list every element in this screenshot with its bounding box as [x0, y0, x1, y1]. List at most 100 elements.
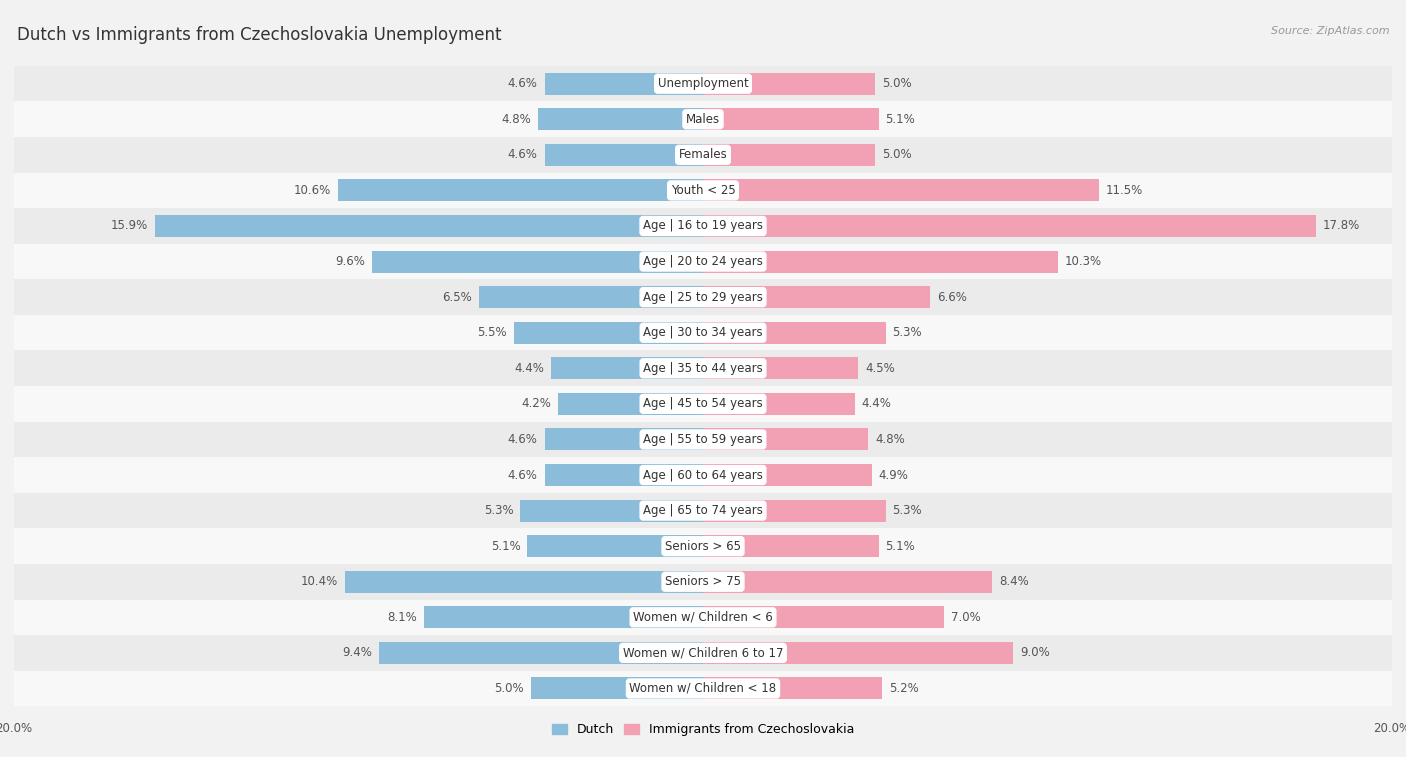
Text: 5.1%: 5.1% — [886, 113, 915, 126]
Bar — [14, 600, 1392, 635]
Bar — [703, 322, 886, 344]
Bar — [703, 606, 945, 628]
Bar — [14, 350, 1392, 386]
Bar — [544, 144, 703, 166]
Text: 9.4%: 9.4% — [343, 646, 373, 659]
Text: Males: Males — [686, 113, 720, 126]
Bar — [14, 671, 1392, 706]
Text: 5.3%: 5.3% — [893, 504, 922, 517]
Text: 10.4%: 10.4% — [301, 575, 337, 588]
Text: 4.5%: 4.5% — [865, 362, 894, 375]
Text: Women w/ Children 6 to 17: Women w/ Children 6 to 17 — [623, 646, 783, 659]
Bar — [14, 244, 1392, 279]
Bar — [520, 500, 703, 522]
Bar — [513, 322, 703, 344]
Bar — [14, 315, 1392, 350]
Text: 8.1%: 8.1% — [387, 611, 418, 624]
Text: Age | 16 to 19 years: Age | 16 to 19 years — [643, 220, 763, 232]
Text: 8.4%: 8.4% — [1000, 575, 1029, 588]
Text: Age | 25 to 29 years: Age | 25 to 29 years — [643, 291, 763, 304]
Text: 11.5%: 11.5% — [1107, 184, 1143, 197]
Bar — [14, 173, 1392, 208]
Text: Women w/ Children < 18: Women w/ Children < 18 — [630, 682, 776, 695]
Bar — [703, 678, 882, 699]
Text: Unemployment: Unemployment — [658, 77, 748, 90]
Bar — [703, 571, 993, 593]
Text: 5.0%: 5.0% — [495, 682, 524, 695]
Text: 10.6%: 10.6% — [294, 184, 330, 197]
Bar — [14, 386, 1392, 422]
Bar — [14, 279, 1392, 315]
Bar — [155, 215, 703, 237]
Text: 5.1%: 5.1% — [491, 540, 520, 553]
Text: Age | 30 to 34 years: Age | 30 to 34 years — [643, 326, 763, 339]
Text: Females: Females — [679, 148, 727, 161]
Bar — [14, 457, 1392, 493]
Bar — [14, 101, 1392, 137]
Bar — [703, 286, 931, 308]
Text: Dutch vs Immigrants from Czechoslovakia Unemployment: Dutch vs Immigrants from Czechoslovakia … — [17, 26, 502, 45]
Text: 4.8%: 4.8% — [875, 433, 905, 446]
Text: Age | 20 to 24 years: Age | 20 to 24 years — [643, 255, 763, 268]
Bar — [703, 179, 1099, 201]
Bar — [703, 428, 869, 450]
Text: 4.4%: 4.4% — [862, 397, 891, 410]
Bar — [703, 500, 886, 522]
Bar — [14, 66, 1392, 101]
Bar — [344, 571, 703, 593]
Bar — [380, 642, 703, 664]
Bar — [703, 393, 855, 415]
Text: 5.2%: 5.2% — [889, 682, 918, 695]
Text: 4.8%: 4.8% — [501, 113, 531, 126]
Text: 4.2%: 4.2% — [522, 397, 551, 410]
Bar — [14, 528, 1392, 564]
Bar — [14, 564, 1392, 600]
Bar — [703, 215, 1316, 237]
Text: 5.3%: 5.3% — [484, 504, 513, 517]
Text: 9.6%: 9.6% — [336, 255, 366, 268]
Text: 17.8%: 17.8% — [1323, 220, 1360, 232]
Text: 4.6%: 4.6% — [508, 77, 537, 90]
Bar — [14, 493, 1392, 528]
Bar — [14, 422, 1392, 457]
Text: Source: ZipAtlas.com: Source: ZipAtlas.com — [1271, 26, 1389, 36]
Text: Seniors > 75: Seniors > 75 — [665, 575, 741, 588]
Text: Age | 65 to 74 years: Age | 65 to 74 years — [643, 504, 763, 517]
Text: 4.4%: 4.4% — [515, 362, 544, 375]
Text: Age | 45 to 54 years: Age | 45 to 54 years — [643, 397, 763, 410]
Text: 5.1%: 5.1% — [886, 540, 915, 553]
Bar — [544, 464, 703, 486]
Legend: Dutch, Immigrants from Czechoslovakia: Dutch, Immigrants from Czechoslovakia — [547, 718, 859, 741]
Text: Age | 35 to 44 years: Age | 35 to 44 years — [643, 362, 763, 375]
Bar — [703, 144, 875, 166]
Bar — [531, 678, 703, 699]
Text: 4.9%: 4.9% — [879, 469, 908, 481]
Text: Youth < 25: Youth < 25 — [671, 184, 735, 197]
Bar — [544, 428, 703, 450]
Bar — [703, 535, 879, 557]
Text: 5.5%: 5.5% — [477, 326, 506, 339]
Text: 4.6%: 4.6% — [508, 469, 537, 481]
Text: 4.6%: 4.6% — [508, 148, 537, 161]
Bar — [551, 357, 703, 379]
Text: 9.0%: 9.0% — [1019, 646, 1050, 659]
Bar — [703, 642, 1012, 664]
Bar — [703, 73, 875, 95]
Bar — [703, 251, 1057, 273]
Bar — [425, 606, 703, 628]
Text: 6.6%: 6.6% — [938, 291, 967, 304]
Bar — [527, 535, 703, 557]
Bar — [479, 286, 703, 308]
Bar — [14, 137, 1392, 173]
Bar — [537, 108, 703, 130]
Text: 7.0%: 7.0% — [950, 611, 981, 624]
Text: 5.3%: 5.3% — [893, 326, 922, 339]
Text: 10.3%: 10.3% — [1064, 255, 1102, 268]
Bar — [14, 635, 1392, 671]
Text: 4.6%: 4.6% — [508, 433, 537, 446]
Bar — [703, 108, 879, 130]
Text: 15.9%: 15.9% — [111, 220, 149, 232]
Text: Seniors > 65: Seniors > 65 — [665, 540, 741, 553]
Text: Age | 55 to 59 years: Age | 55 to 59 years — [643, 433, 763, 446]
Bar — [337, 179, 703, 201]
